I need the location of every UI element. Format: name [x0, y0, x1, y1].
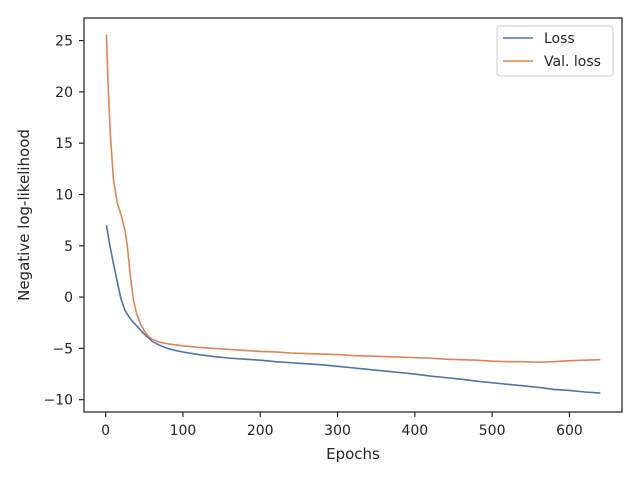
- x-axis-label: Epochs: [326, 445, 380, 463]
- series-line-0: [105, 225, 601, 394]
- series-line-1: [105, 34, 601, 364]
- x-tick-label: 600: [556, 423, 583, 439]
- y-tick-label: 15: [55, 136, 73, 152]
- y-tick-label: −10: [43, 393, 73, 409]
- x-tick-label: 0: [101, 423, 110, 439]
- y-tick-label: 10: [55, 187, 73, 203]
- x-tick-label: 200: [247, 423, 274, 439]
- y-tick-label: 25: [55, 34, 73, 50]
- x-axis: 0 100 200 300 400 500 600: [101, 412, 583, 439]
- y-tick-label: 20: [55, 85, 73, 101]
- x-tick-label: 500: [479, 423, 506, 439]
- legend-label-loss: Loss: [544, 31, 575, 47]
- x-tick-label: 100: [170, 423, 197, 439]
- x-tick-label: 400: [401, 423, 428, 439]
- x-tick-label: 300: [324, 423, 351, 439]
- y-axis-label: Negative log-likelihood: [15, 129, 33, 301]
- plot-lines: [105, 34, 601, 394]
- y-tick-label: −5: [52, 341, 73, 357]
- legend: Loss Val. loss: [496, 25, 614, 77]
- y-axis: −10 −5 0 5 10 15 20 25: [43, 34, 84, 409]
- plot-frame: [83, 17, 623, 413]
- legend-label-val-loss: Val. loss: [544, 54, 601, 70]
- y-tick-label: 0: [64, 290, 73, 306]
- y-tick-label: 5: [64, 239, 73, 255]
